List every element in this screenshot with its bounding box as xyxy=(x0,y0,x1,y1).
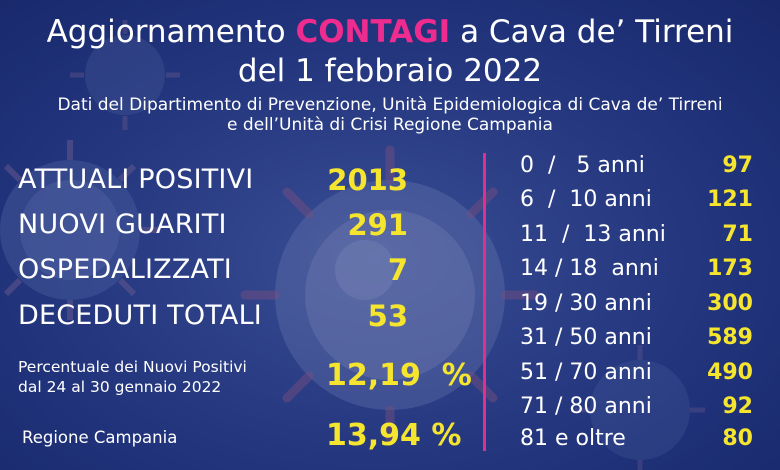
stat-value-ospedalizzati: 7 xyxy=(387,253,408,287)
age-label: 14 / 18 anni xyxy=(520,256,659,281)
age-value: 589 xyxy=(707,325,753,350)
stat-label-ospedalizzati: OSPEDALIZZATI xyxy=(18,254,232,285)
age-label: 19 / 30 anni xyxy=(520,291,652,316)
age-label: 71 / 80 anni xyxy=(520,394,652,419)
age-value: 71 xyxy=(722,222,753,247)
age-label: 31 / 50 anni xyxy=(520,325,652,350)
age-value: 173 xyxy=(707,256,753,281)
stat-label-deceduti-totali: DECEDUTI TOTALI xyxy=(18,300,262,331)
age-label: 51 / 70 anni xyxy=(520,360,652,385)
source-line-1: Dati del Dipartimento di Prevenzione, Un… xyxy=(57,95,723,115)
source-line-2: e dell’Unità di Crisi Regione Campania xyxy=(227,115,553,135)
age-label: 0 / 5 anni xyxy=(520,153,645,178)
age-label: 6 / 10 anni xyxy=(520,187,652,212)
title-prefix: Aggiornamento xyxy=(46,14,296,50)
column-divider xyxy=(483,153,486,451)
page-title: Aggiornamento CONTAGI a Cava de’ Tirreni xyxy=(0,14,780,50)
stat-value-deceduti-totali: 53 xyxy=(367,299,408,333)
age-value: 300 xyxy=(707,291,753,316)
stat-label-nuovi-guariti: NUOVI GUARITI xyxy=(18,209,227,240)
date-line: del 1 febbraio 2022 xyxy=(237,53,543,89)
title-suffix: a Cava de’ Tirreni xyxy=(450,14,734,50)
percent-region-label: Regione Campania xyxy=(22,428,178,447)
percent-new-label-1: Percentuale dei Nuovi Positivi xyxy=(18,358,247,376)
age-value: 80 xyxy=(722,426,753,451)
age-label: 11 / 13 anni xyxy=(520,222,666,247)
stat-value-nuovi-guariti: 291 xyxy=(347,208,408,242)
age-label: 81 e oltre xyxy=(520,426,626,451)
age-value: 92 xyxy=(722,394,753,419)
stat-value-attuali-positivi: 2013 xyxy=(327,163,408,197)
title-highlight: CONTAGI xyxy=(295,14,451,50)
percent-region-value: 13,94 % xyxy=(326,418,462,453)
age-value: 490 xyxy=(707,360,753,385)
percent-new-label-2: dal 24 al 30 gennaio 2022 xyxy=(18,378,222,396)
stat-label-attuali-positivi: ATTUALI POSITIVI xyxy=(18,164,254,195)
percent-new-value: 12,19 % xyxy=(326,358,472,393)
age-value: 121 xyxy=(707,187,753,212)
age-value: 97 xyxy=(722,153,753,178)
